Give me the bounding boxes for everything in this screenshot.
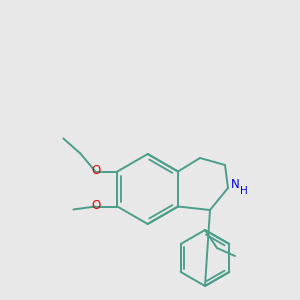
Text: O: O — [92, 164, 101, 177]
Text: N: N — [231, 178, 240, 191]
Text: O: O — [92, 199, 101, 212]
Text: H: H — [240, 186, 248, 196]
